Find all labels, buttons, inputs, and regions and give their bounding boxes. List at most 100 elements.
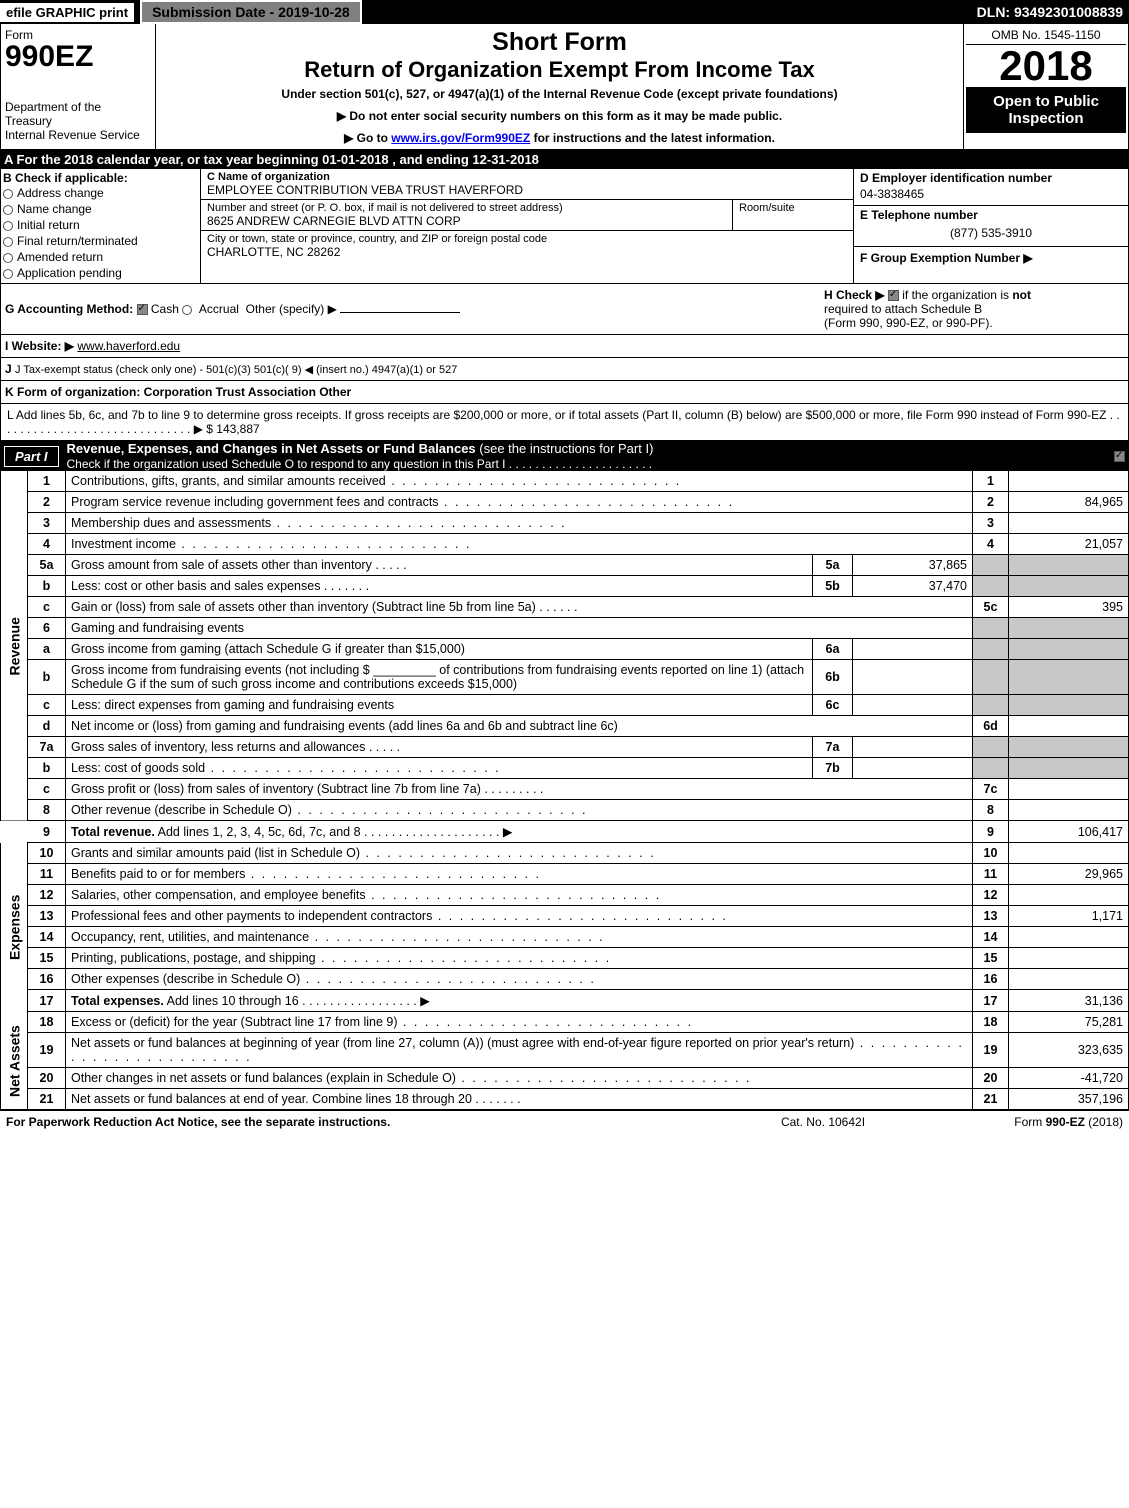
org-name-label: C Name of organization — [207, 171, 847, 183]
g-label: G Accounting Method: — [5, 302, 133, 316]
l-amount: $ 143,887 — [206, 422, 259, 436]
side-expenses: Expenses — [1, 843, 28, 1012]
row-6: 6 Gaming and fundraising events — [1, 618, 1129, 639]
ein-label: D Employer identification number — [854, 169, 1128, 187]
form-id-block: Form 990EZ Department of the Treasury In… — [1, 24, 156, 149]
section-def: D Employer identification number 04-3838… — [853, 169, 1128, 283]
row-19: 19Net assets or fund balances at beginni… — [1, 1033, 1129, 1068]
side-net: Net Assets — [1, 1012, 28, 1110]
row-14: 14Occupancy, rent, utilities, and mainte… — [1, 927, 1129, 948]
row-12: 12Salaries, other compensation, and empl… — [1, 885, 1129, 906]
street-value: 8625 ANDREW CARNEGIE BLVD ATTN CORP — [207, 214, 726, 228]
j-text: J Tax-exempt status (check only one) - 5… — [15, 364, 457, 376]
line-i: I Website: ▶ www.haverford.edu — [0, 335, 1129, 358]
city-value: CHARLOTTE, NC 28262 — [207, 245, 847, 259]
h-pre: H Check ▶ — [824, 288, 888, 302]
title-block: Short Form Return of Organization Exempt… — [156, 24, 963, 149]
row-20: 20Other changes in net assets or fund ba… — [1, 1068, 1129, 1089]
page-footer: For Paperwork Reduction Act Notice, see … — [0, 1110, 1129, 1133]
h-not: not — [1012, 288, 1031, 302]
row-5c: c Gain or (loss) from sale of assets oth… — [1, 597, 1129, 618]
ssn-note: ▶ Do not enter social security numbers o… — [160, 109, 959, 123]
row-5b: b Less: cost or other basis and sales ex… — [1, 576, 1129, 597]
i-label: I Website: ▶ — [5, 339, 74, 353]
website-link[interactable]: www.haverford.edu — [77, 339, 180, 353]
side-revenue: Revenue — [1, 471, 28, 821]
org-info-block: B Check if applicable: Address change Na… — [0, 169, 1129, 284]
h-mid: if the organization is — [899, 288, 1012, 302]
chk-initial[interactable]: Initial return — [3, 217, 198, 233]
chk-amended[interactable]: Amended return — [3, 249, 198, 265]
g-other: Other (specify) ▶ — [246, 302, 337, 316]
top-bar: efile GRAPHIC print Submission Date - 20… — [0, 0, 1129, 24]
k-text: K Form of organization: Corporation Trus… — [5, 385, 351, 399]
irs-link[interactable]: www.irs.gov/Form990EZ — [391, 131, 530, 145]
part1-title: Revenue, Expenses, and Changes in Net As… — [67, 441, 1110, 471]
g-other-input[interactable] — [340, 312, 460, 313]
g-cash: Cash — [151, 302, 179, 316]
schedule-o-check[interactable] — [1114, 451, 1125, 462]
h-check[interactable] — [888, 290, 899, 301]
row-3: 3 Membership dues and assessments 3 — [1, 513, 1129, 534]
part1-header: Part I Revenue, Expenses, and Changes in… — [0, 441, 1129, 471]
dept-label: Department of the Treasury — [5, 100, 151, 128]
city-label: City or town, state or province, country… — [207, 233, 847, 245]
row-5a: 5a Gross amount from sale of assets othe… — [1, 555, 1129, 576]
cash-check[interactable] — [137, 304, 148, 315]
row-9: 9 Total revenue. Add lines 1, 2, 3, 4, 5… — [1, 821, 1129, 843]
row-6b: b Gross income from fundraising events (… — [1, 660, 1129, 695]
row-6d: d Net income or (loss) from gaming and f… — [1, 716, 1129, 737]
open-inspection: Open to Public Inspection — [966, 87, 1126, 133]
row-11: 11Benefits paid to or for members1129,96… — [1, 864, 1129, 885]
row-7c: c Gross profit or (loss) from sales of i… — [1, 779, 1129, 800]
chk-address[interactable]: Address change — [3, 185, 198, 201]
row-16: 16Other expenses (describe in Schedule O… — [1, 969, 1129, 990]
part1-label: Part I — [4, 446, 59, 467]
row-2: 2 Program service revenue including gove… — [1, 492, 1129, 513]
goto-post: for instructions and the latest informat… — [530, 131, 775, 145]
section-b-title: B Check if applicable: — [3, 171, 128, 185]
part1-table: Revenue 1 Contributions, gifts, grants, … — [0, 471, 1129, 1110]
goto-note: ▶ Go to www.irs.gov/Form990EZ for instru… — [160, 131, 959, 145]
form-number: 990EZ — [5, 42, 151, 72]
chk-name[interactable]: Name change — [3, 201, 198, 217]
h-post1: required to attach Schedule B — [824, 302, 982, 316]
row-6a: a Gross income from gaming (attach Sched… — [1, 639, 1129, 660]
g-accrual: Accrual — [199, 302, 239, 316]
part1-check-o: Check if the organization used Schedule … — [67, 457, 653, 471]
org-name: EMPLOYEE CONTRIBUTION VEBA TRUST HAVERFO… — [207, 183, 847, 197]
chk-pending[interactable]: Application pending — [3, 265, 198, 281]
street-label: Number and street (or P. O. box, if mail… — [207, 202, 726, 214]
h-post2: (Form 990, 990-EZ, or 990-PF). — [824, 316, 993, 330]
tel-value: (877) 535-3910 — [854, 224, 1128, 247]
row-4: 4 Investment income 4 21,057 — [1, 534, 1129, 555]
footer-left: For Paperwork Reduction Act Notice, see … — [6, 1115, 723, 1129]
return-title: Return of Organization Exempt From Incom… — [160, 57, 959, 83]
row-18: Net Assets 18 Excess or (deficit) for th… — [1, 1012, 1129, 1033]
tax-year: 2018 — [966, 45, 1126, 87]
irs-label: Internal Revenue Service — [5, 128, 151, 142]
line-k: K Form of organization: Corporation Trus… — [0, 381, 1129, 404]
line-j: J J Tax-exempt status (check only one) -… — [0, 358, 1129, 381]
row-6c: c Less: direct expenses from gaming and … — [1, 695, 1129, 716]
row-8: 8 Other revenue (describe in Schedule O)… — [1, 800, 1129, 821]
chk-final[interactable]: Final return/terminated — [3, 233, 198, 249]
footer-right: Form 990-EZ (2018) — [923, 1115, 1123, 1129]
group-exemption: F Group Exemption Number ▶ — [854, 247, 1128, 269]
ein-value: 04-3838465 — [854, 187, 1128, 206]
section-b: B Check if applicable: Address change Na… — [1, 169, 201, 283]
form-header: Form 990EZ Department of the Treasury In… — [0, 24, 1129, 150]
footer-mid: Cat. No. 10642I — [723, 1115, 923, 1129]
submission-date: Submission Date - 2019-10-28 — [140, 0, 362, 24]
accrual-check[interactable] — [182, 305, 192, 315]
row-21: 21Net assets or fund balances at end of … — [1, 1089, 1129, 1110]
line-g: G Accounting Method: Cash Accrual Other … — [5, 302, 824, 316]
dln-label: DLN: 93492301008839 — [977, 4, 1129, 20]
tel-label: E Telephone number — [854, 206, 1128, 224]
section-c: C Name of organization EMPLOYEE CONTRIBU… — [201, 169, 853, 283]
room-label: Room/suite — [733, 200, 853, 230]
row-17: 17Total expenses. Add lines 10 through 1… — [1, 990, 1129, 1012]
under-section: Under section 501(c), 527, or 4947(a)(1)… — [160, 87, 959, 101]
line-h: H Check ▶ if the organization is not req… — [824, 288, 1124, 330]
line-g-h: G Accounting Method: Cash Accrual Other … — [0, 284, 1129, 335]
